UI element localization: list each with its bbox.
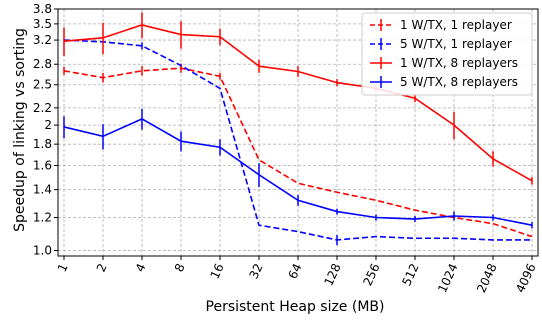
legend-entry-label: 1 W/TX, 8 replayers (400, 56, 518, 70)
x-tick-label: 512 (399, 261, 421, 288)
x-axis-label: Persistent Heap size (MB) (206, 299, 385, 315)
x-tick-label: 4 (133, 261, 149, 274)
x-tick-label: 256 (360, 261, 382, 288)
y-tick-label: 1.4 (33, 183, 52, 197)
x-tick-label: 2 (94, 261, 110, 274)
x-tick-label: 2048 (474, 261, 500, 295)
y-tick-label: 2.8 (33, 57, 52, 71)
y-tick-label: 1.2 (33, 211, 52, 225)
y-tick-label: 3.5 (33, 17, 52, 31)
x-tick-label: 128 (321, 261, 343, 288)
legend-entry-label: 1 W/TX, 1 replayer (400, 18, 512, 32)
legend-box (361, 12, 533, 96)
x-tick-label: 8 (172, 261, 188, 274)
y-tick-label: 1.6 (33, 158, 52, 172)
x-tick-label: 4096 (513, 261, 539, 295)
x-tick-label: 16 (208, 261, 227, 281)
y-tick-label: 2.5 (33, 78, 52, 92)
y-tick-label: 1.8 (33, 137, 52, 151)
x-tick-label: 1 (55, 261, 71, 274)
y-tick-label: 2 (44, 118, 52, 132)
legend-entry-label: 5 W/TX, 8 replayers (400, 75, 518, 89)
y-tick-label: 2.2 (33, 101, 52, 115)
x-tick-label: 64 (286, 261, 305, 281)
y-axis-label: Speedup of linking vs sorting (12, 28, 28, 232)
legend-entry-label: 5 W/TX, 1 replayer (400, 37, 512, 51)
y-tick-label: 1.0 (33, 243, 52, 257)
x-tick-label: 32 (247, 261, 266, 281)
y-tick-label: 3.8 (33, 2, 52, 16)
y-tick-label: 3.2 (33, 33, 52, 47)
x-tick-label: 1024 (435, 261, 461, 295)
